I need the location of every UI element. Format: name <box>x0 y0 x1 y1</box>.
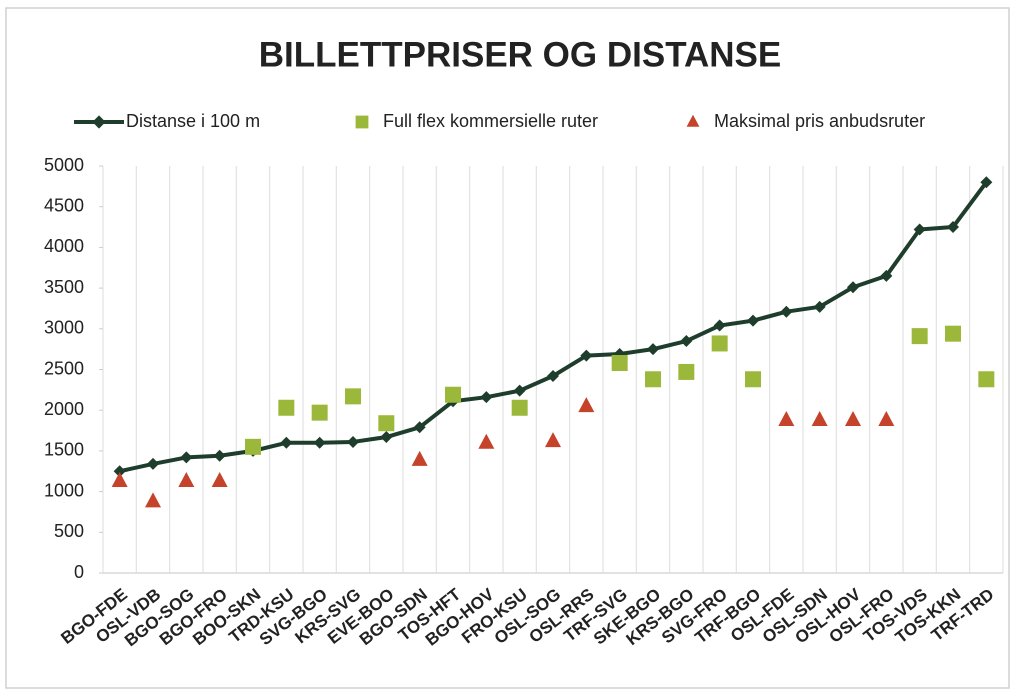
diamond-marker <box>92 115 106 129</box>
square-marker <box>911 328 928 345</box>
diamond-marker <box>747 314 759 327</box>
diamond-marker <box>913 223 926 236</box>
square-marker <box>445 386 461 403</box>
square-marker <box>278 399 295 416</box>
square-marker <box>645 371 661 388</box>
triangle-marker <box>111 472 128 488</box>
square-marker <box>711 335 728 352</box>
diamond-marker <box>313 436 326 449</box>
triangle-marker <box>778 410 795 426</box>
diamond-marker <box>680 335 693 348</box>
legend-label: Distanse i 100 m <box>126 111 260 131</box>
square-marker <box>378 415 395 432</box>
triangle-marker <box>211 472 228 488</box>
square-marker <box>611 354 628 371</box>
square-marker <box>978 371 995 388</box>
triangle-marker <box>578 397 595 413</box>
diamond-marker <box>847 281 859 294</box>
diamond-marker <box>347 435 359 448</box>
square-marker <box>745 371 761 388</box>
triangle-marker <box>845 410 861 426</box>
diamond-marker <box>647 343 659 356</box>
legend-label: Full flex kommersielle ruter <box>383 111 598 131</box>
diamond-marker <box>780 305 793 318</box>
square-marker <box>345 388 361 405</box>
triangle-marker <box>411 450 428 466</box>
diamond-marker <box>213 449 226 462</box>
diamond-marker <box>980 176 993 189</box>
square-marker <box>355 115 369 129</box>
diamond-marker <box>113 465 126 478</box>
legend-label: Maksimal pris anbudsruter <box>714 111 925 131</box>
y-tick-label: 3000 <box>44 318 84 338</box>
square-marker <box>511 399 528 416</box>
y-tick-label: 4000 <box>44 236 84 256</box>
y-tick-label: 1500 <box>44 440 84 460</box>
chart-frame <box>5 7 1010 689</box>
diamond-marker <box>480 391 493 404</box>
diamond-marker <box>947 221 959 234</box>
square-marker <box>945 325 961 342</box>
triangle-marker <box>545 432 561 448</box>
triangle-marker <box>686 114 700 127</box>
diamond-marker <box>813 300 826 313</box>
diamond-marker <box>580 349 593 362</box>
y-tick-label: 2000 <box>44 399 84 419</box>
diamond-marker <box>413 421 426 434</box>
y-tick-label: 4500 <box>44 195 84 215</box>
y-tick-label: 1000 <box>44 480 84 500</box>
square-marker <box>311 404 328 421</box>
diamond-marker <box>513 384 526 397</box>
diamond-marker <box>280 436 293 449</box>
diamond-marker <box>880 269 893 282</box>
diamond-marker <box>180 451 193 464</box>
y-tick-label: 3500 <box>44 277 84 297</box>
y-tick-label: 500 <box>54 521 84 541</box>
triangle-marker <box>811 410 828 426</box>
diamond-marker <box>713 319 726 332</box>
y-tick-label: 2500 <box>44 358 84 378</box>
diamond-marker <box>380 431 393 444</box>
triangle-marker <box>878 410 895 426</box>
diamond-marker <box>547 370 559 383</box>
triangle-marker <box>178 472 195 488</box>
y-tick-label: 0 <box>74 562 84 582</box>
triangle-marker <box>478 433 495 449</box>
triangle-marker <box>145 492 161 508</box>
chart-title: BILLETTPRISER OG DISTANSE <box>259 35 781 74</box>
y-tick-label: 5000 <box>44 155 84 175</box>
square-marker <box>245 438 261 455</box>
diamond-marker <box>147 457 159 470</box>
square-marker <box>678 363 695 380</box>
